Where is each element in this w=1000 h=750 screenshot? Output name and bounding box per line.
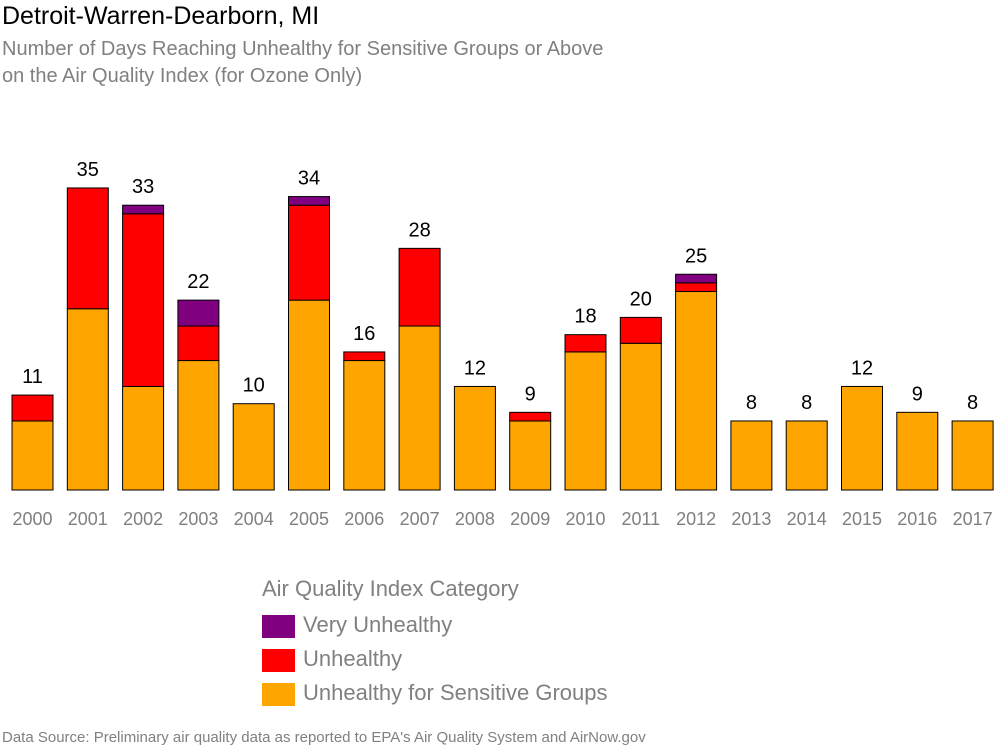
bar-2009-unhealthy bbox=[509, 411, 552, 422]
x-tick-label-2007: 2007 bbox=[400, 509, 440, 529]
bar-2002-very-unhealthy bbox=[122, 204, 165, 215]
chart-title: Detroit-Warren-Dearborn, MI bbox=[2, 2, 320, 30]
data-label-2006: 16 bbox=[353, 323, 375, 345]
bar-2007-unhealthy bbox=[398, 247, 441, 327]
bar-2002-unhealthy bbox=[122, 213, 165, 387]
legend-swatch-unhealthy bbox=[261, 648, 296, 673]
x-tick-label-2006: 2006 bbox=[344, 509, 384, 529]
x-tick-label-2005: 2005 bbox=[289, 509, 329, 529]
bar-2012-very-unhealthy bbox=[675, 273, 718, 284]
bar-2001-unhealthy bbox=[66, 187, 109, 310]
bar-2014-unhealthy-for-sensitive-groups bbox=[785, 420, 828, 491]
data-label-2000: 11 bbox=[22, 366, 43, 388]
data-label-2011: 20 bbox=[630, 288, 652, 310]
data-label-2012: 25 bbox=[685, 245, 707, 267]
x-tick-label-2014: 2014 bbox=[787, 509, 827, 529]
bar-2015-unhealthy-for-sensitive-groups bbox=[841, 385, 883, 491]
bar-2005-unhealthy bbox=[288, 204, 330, 301]
bar-2008-unhealthy-for-sensitive-groups bbox=[453, 385, 496, 491]
x-tick-label-2003: 2003 bbox=[178, 509, 218, 529]
bar-chart: 11 2000 35 2001 33 2002 22 2003 10 2004 34 2005 16 20… bbox=[11, 159, 994, 529]
data-label-2003: 22 bbox=[187, 271, 209, 293]
bar-2011-unhealthy bbox=[619, 316, 662, 344]
bar-2001-unhealthy-for-sensitive-groups bbox=[66, 308, 109, 491]
bar-2006-unhealthy bbox=[343, 351, 386, 362]
bar-2003-unhealthy-for-sensitive-groups bbox=[177, 360, 220, 491]
subtitle-line-1: Number of Days Reaching Unhealthy for Se… bbox=[2, 38, 604, 60]
data-label-2014: 8 bbox=[801, 392, 812, 414]
bar-2003-unhealthy bbox=[177, 325, 220, 362]
data-label-2004: 10 bbox=[243, 375, 265, 397]
x-tick-label-2000: 2000 bbox=[12, 509, 52, 529]
x-tick-label-2008: 2008 bbox=[455, 509, 495, 529]
x-tick-label-2002: 2002 bbox=[123, 509, 163, 529]
bar-2005-unhealthy-for-sensitive-groups bbox=[288, 299, 330, 491]
x-tick-label-2004: 2004 bbox=[234, 509, 274, 529]
legend-label-very-unhealthy: Very Unhealthy bbox=[303, 612, 453, 637]
bar-2007-unhealthy-for-sensitive-groups bbox=[398, 325, 441, 491]
bar-2016-unhealthy-for-sensitive-groups bbox=[896, 411, 939, 491]
data-label-2008: 12 bbox=[464, 357, 486, 379]
data-label-2001: 35 bbox=[77, 159, 99, 181]
bar-2000-unhealthy bbox=[11, 394, 54, 422]
bar-2002-unhealthy-for-sensitive-groups bbox=[122, 385, 165, 491]
x-tick-label-2017: 2017 bbox=[953, 509, 993, 529]
bar-2010-unhealthy-for-sensitive-groups bbox=[564, 351, 607, 491]
legend-label-unhealthy: Unhealthy bbox=[303, 646, 403, 671]
chart-subtitle: Number of Days Reaching Unhealthy for Se… bbox=[2, 36, 603, 90]
x-tick-label-2009: 2009 bbox=[510, 509, 550, 529]
data-label-2002: 33 bbox=[132, 176, 154, 198]
bar-2003-very-unhealthy bbox=[177, 299, 220, 327]
x-tick-label-2016: 2016 bbox=[897, 509, 937, 529]
legend-title: Air Quality Index Category bbox=[262, 576, 519, 601]
x-tick-label-2013: 2013 bbox=[731, 509, 771, 529]
bar-2000-unhealthy-for-sensitive-groups bbox=[11, 420, 54, 491]
data-label-2009: 9 bbox=[525, 383, 536, 405]
bar-2006-unhealthy-for-sensitive-groups bbox=[343, 360, 386, 491]
bar-2009-unhealthy-for-sensitive-groups bbox=[509, 420, 552, 491]
subtitle-line-2: on the Air Quality Index (for Ozone Only… bbox=[2, 65, 363, 87]
data-label-2013: 8 bbox=[746, 392, 757, 414]
legend-swatch-unhealthy-sensitive bbox=[261, 682, 296, 707]
bar-2017-unhealthy-for-sensitive-groups bbox=[951, 420, 994, 491]
data-source-note: Data Source: Preliminary air quality dat… bbox=[2, 729, 646, 746]
data-label-2017: 8 bbox=[967, 392, 978, 414]
x-tick-label-2010: 2010 bbox=[565, 509, 605, 529]
data-label-2015: 12 bbox=[851, 357, 873, 379]
bar-2012-unhealthy-for-sensitive-groups bbox=[675, 291, 718, 491]
bar-2013-unhealthy-for-sensitive-groups bbox=[730, 420, 773, 491]
x-tick-label-2001: 2001 bbox=[68, 509, 108, 529]
data-label-2005: 34 bbox=[298, 168, 320, 190]
bar-2012-unhealthy bbox=[675, 282, 718, 293]
bar-2011-unhealthy-for-sensitive-groups bbox=[619, 342, 662, 491]
legend-label-unhealthy-sensitive: Unhealthy for Sensitive Groups bbox=[303, 680, 608, 705]
data-label-2016: 9 bbox=[912, 383, 923, 405]
x-tick-label-2015: 2015 bbox=[842, 509, 882, 529]
legend-swatch-very-unhealthy bbox=[261, 614, 296, 639]
x-tick-label-2012: 2012 bbox=[676, 509, 716, 529]
bar-2004-unhealthy-for-sensitive-groups bbox=[232, 403, 275, 491]
data-label-2010: 18 bbox=[574, 306, 596, 328]
bar-2005-very-unhealthy bbox=[288, 196, 330, 206]
data-label-2007: 28 bbox=[408, 219, 430, 241]
x-tick-label-2011: 2011 bbox=[621, 509, 660, 529]
bar-2010-unhealthy bbox=[564, 334, 607, 353]
